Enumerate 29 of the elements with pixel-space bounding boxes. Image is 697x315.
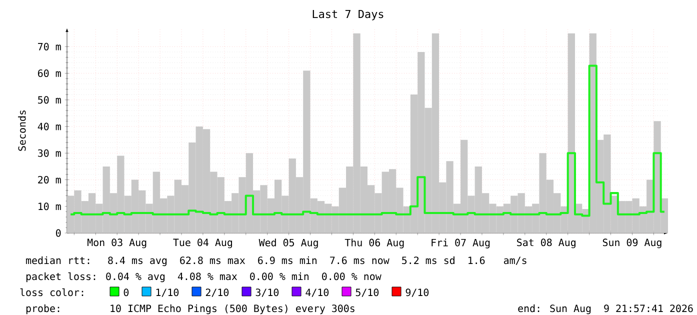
- x-tick-label: Sun 09 Aug: [602, 238, 662, 248]
- text: median rtt: 8.4 ms avg 62.8 ms max 6.9 ms min 7.6 ms now 5.2 ms sd 1.6 am/s: [26, 256, 526, 266]
- text: 4/10: [306, 288, 329, 297]
- text: loss color:: [20, 288, 84, 296]
- y-tick-label: 0: [56, 229, 61, 237]
- y-tick-label: 70 m: [38, 42, 61, 50]
- y-tick-label: 50 m: [38, 96, 61, 104]
- text: probe: 10 ICMP Echo Pings (500 Bytes) every 300s: [26, 304, 354, 314]
- text: 0: [124, 288, 129, 296]
- text: 9/10: [406, 288, 429, 297]
- y-tick-label: 40 m: [38, 122, 61, 130]
- y-tick-label: 10 m: [38, 202, 61, 210]
- y-axis-title: Seconds: [18, 110, 26, 151]
- x-tick-label: Mon 03 Aug: [88, 238, 146, 248]
- y-tick-label: 60 m: [38, 69, 61, 78]
- x-tick-label: Tue 04 Aug: [173, 238, 232, 248]
- text: end: Sun Aug 9 21:57:41 2026: [518, 304, 693, 314]
- text: packet loss: 0.04 % avg 4.08 % max 0.00 % min 0.00 % now: [26, 272, 382, 282]
- text: 3/10: [256, 288, 279, 297]
- y-tick-label: 20 m: [38, 176, 61, 184]
- text: 5/10: [356, 288, 379, 297]
- y-tick-label: 30 m: [38, 149, 61, 157]
- text: 1/10: [156, 288, 179, 297]
- x-tick-label: Sat 08 Aug: [517, 238, 576, 248]
- x-tick-label: Fri 07 Aug: [432, 238, 490, 248]
- text: 2/10: [206, 288, 229, 297]
- chart-title: Last 7 Days: [312, 10, 384, 20]
- x-tick-label: Wed 05 Aug: [258, 238, 318, 248]
- x-tick-label: Thu 06 Aug: [344, 238, 404, 248]
